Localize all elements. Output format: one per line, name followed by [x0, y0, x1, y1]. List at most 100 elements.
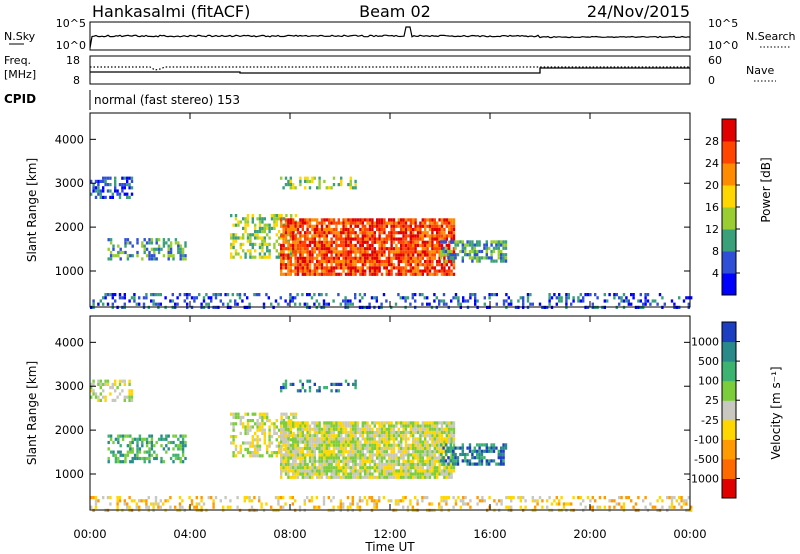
velocity-cell — [340, 424, 343, 428]
velocity-cell — [172, 447, 175, 451]
velocity-cell — [366, 421, 369, 425]
power-cell — [380, 227, 384, 232]
velocity-cell — [289, 427, 292, 431]
velocity-cell — [450, 453, 453, 457]
velocity-cell — [678, 502, 681, 506]
power-cell — [311, 247, 314, 251]
power-cell — [239, 255, 242, 259]
velocity-cell — [117, 434, 120, 438]
power-cell — [244, 230, 247, 234]
velocity-cell — [342, 456, 345, 460]
velocity-cell — [138, 437, 142, 441]
power-cell — [339, 302, 342, 306]
velocity-cell — [504, 443, 508, 447]
power-cell — [261, 220, 264, 224]
velocity-cell — [304, 389, 307, 393]
velocity-cell — [380, 424, 384, 428]
power-cell — [397, 221, 400, 225]
power-cell — [282, 243, 285, 248]
power-cell — [431, 231, 434, 235]
power-cell — [148, 254, 151, 258]
velocity-cell — [92, 392, 95, 396]
velocity-cell — [318, 459, 321, 463]
power-cell — [337, 253, 340, 257]
power-cell — [436, 243, 439, 248]
power-cell — [442, 249, 445, 254]
power-cell — [263, 239, 266, 243]
power-cell — [308, 263, 312, 267]
velocity-cell — [356, 475, 360, 479]
velocity-cell — [340, 440, 343, 444]
power-cell — [466, 299, 470, 303]
power-cell — [311, 240, 314, 244]
velocity-cell — [136, 437, 139, 441]
velocity-cell — [337, 427, 340, 431]
power-colorbar-swatch — [722, 207, 736, 230]
velocity-cell — [301, 382, 304, 386]
power-cell — [263, 236, 266, 240]
velocity-cell — [468, 462, 472, 466]
power-cell — [500, 240, 503, 244]
power-cell — [444, 246, 448, 250]
velocity-cell — [426, 466, 429, 470]
velocity-cell — [412, 462, 415, 467]
velocity-cell — [112, 440, 115, 445]
velocity-cell — [104, 398, 107, 402]
velocity-cell — [438, 462, 441, 467]
velocity-cell — [308, 466, 312, 470]
velocity-cell — [308, 427, 312, 431]
velocity-cell — [450, 430, 453, 435]
velocity-cell — [400, 443, 403, 447]
power-cell — [126, 176, 129, 180]
power-cell — [244, 252, 247, 256]
velocity-cell — [409, 459, 412, 463]
power-cell — [407, 224, 410, 228]
power-cell — [500, 259, 503, 263]
velocity-cell — [249, 425, 252, 429]
power-cell — [500, 249, 503, 254]
velocity-cell — [342, 443, 345, 447]
velocity-cell — [330, 434, 333, 438]
power-cell — [366, 240, 369, 244]
velocity-cell — [402, 466, 405, 470]
power-cell — [229, 299, 232, 303]
power-cell — [395, 266, 398, 270]
power-cell — [433, 221, 436, 225]
velocity-cell — [320, 450, 324, 454]
power-cell — [230, 242, 233, 246]
velocity-cell — [278, 435, 281, 439]
velocity-cell — [428, 446, 432, 451]
velocity-cell — [195, 505, 198, 509]
velocity-cell — [340, 450, 343, 454]
power-cell — [359, 266, 362, 270]
power-cell — [152, 302, 155, 306]
velocity-cell — [287, 427, 290, 431]
velocity-cell — [531, 496, 534, 500]
velocity-cell — [466, 452, 469, 457]
velocity-cell — [133, 437, 137, 441]
power-cell — [121, 186, 124, 190]
velocity-cell — [289, 424, 292, 428]
velocity-cell — [237, 412, 240, 416]
power-cell — [402, 269, 405, 273]
velocity-cell — [256, 435, 259, 439]
power-cell — [342, 221, 345, 225]
power-cell — [169, 250, 173, 255]
velocity-cell — [256, 425, 259, 429]
velocity-cell — [397, 469, 400, 473]
velocity-cell — [562, 502, 566, 506]
velocity-cell — [328, 456, 331, 460]
velocity-cell — [347, 440, 350, 444]
power-cell — [277, 302, 280, 306]
power-cell — [392, 240, 396, 244]
power-cell — [507, 302, 510, 306]
power-cell — [306, 302, 309, 306]
velocity-cell — [292, 453, 295, 457]
velocity-cell — [378, 456, 381, 460]
power-cell — [268, 252, 271, 256]
velocity-cell — [480, 449, 484, 453]
velocity-cell — [316, 443, 319, 447]
nsky-right-tick-bottom: 10^0 — [708, 39, 738, 52]
velocity-cell — [354, 430, 357, 435]
power-cell — [390, 269, 393, 273]
